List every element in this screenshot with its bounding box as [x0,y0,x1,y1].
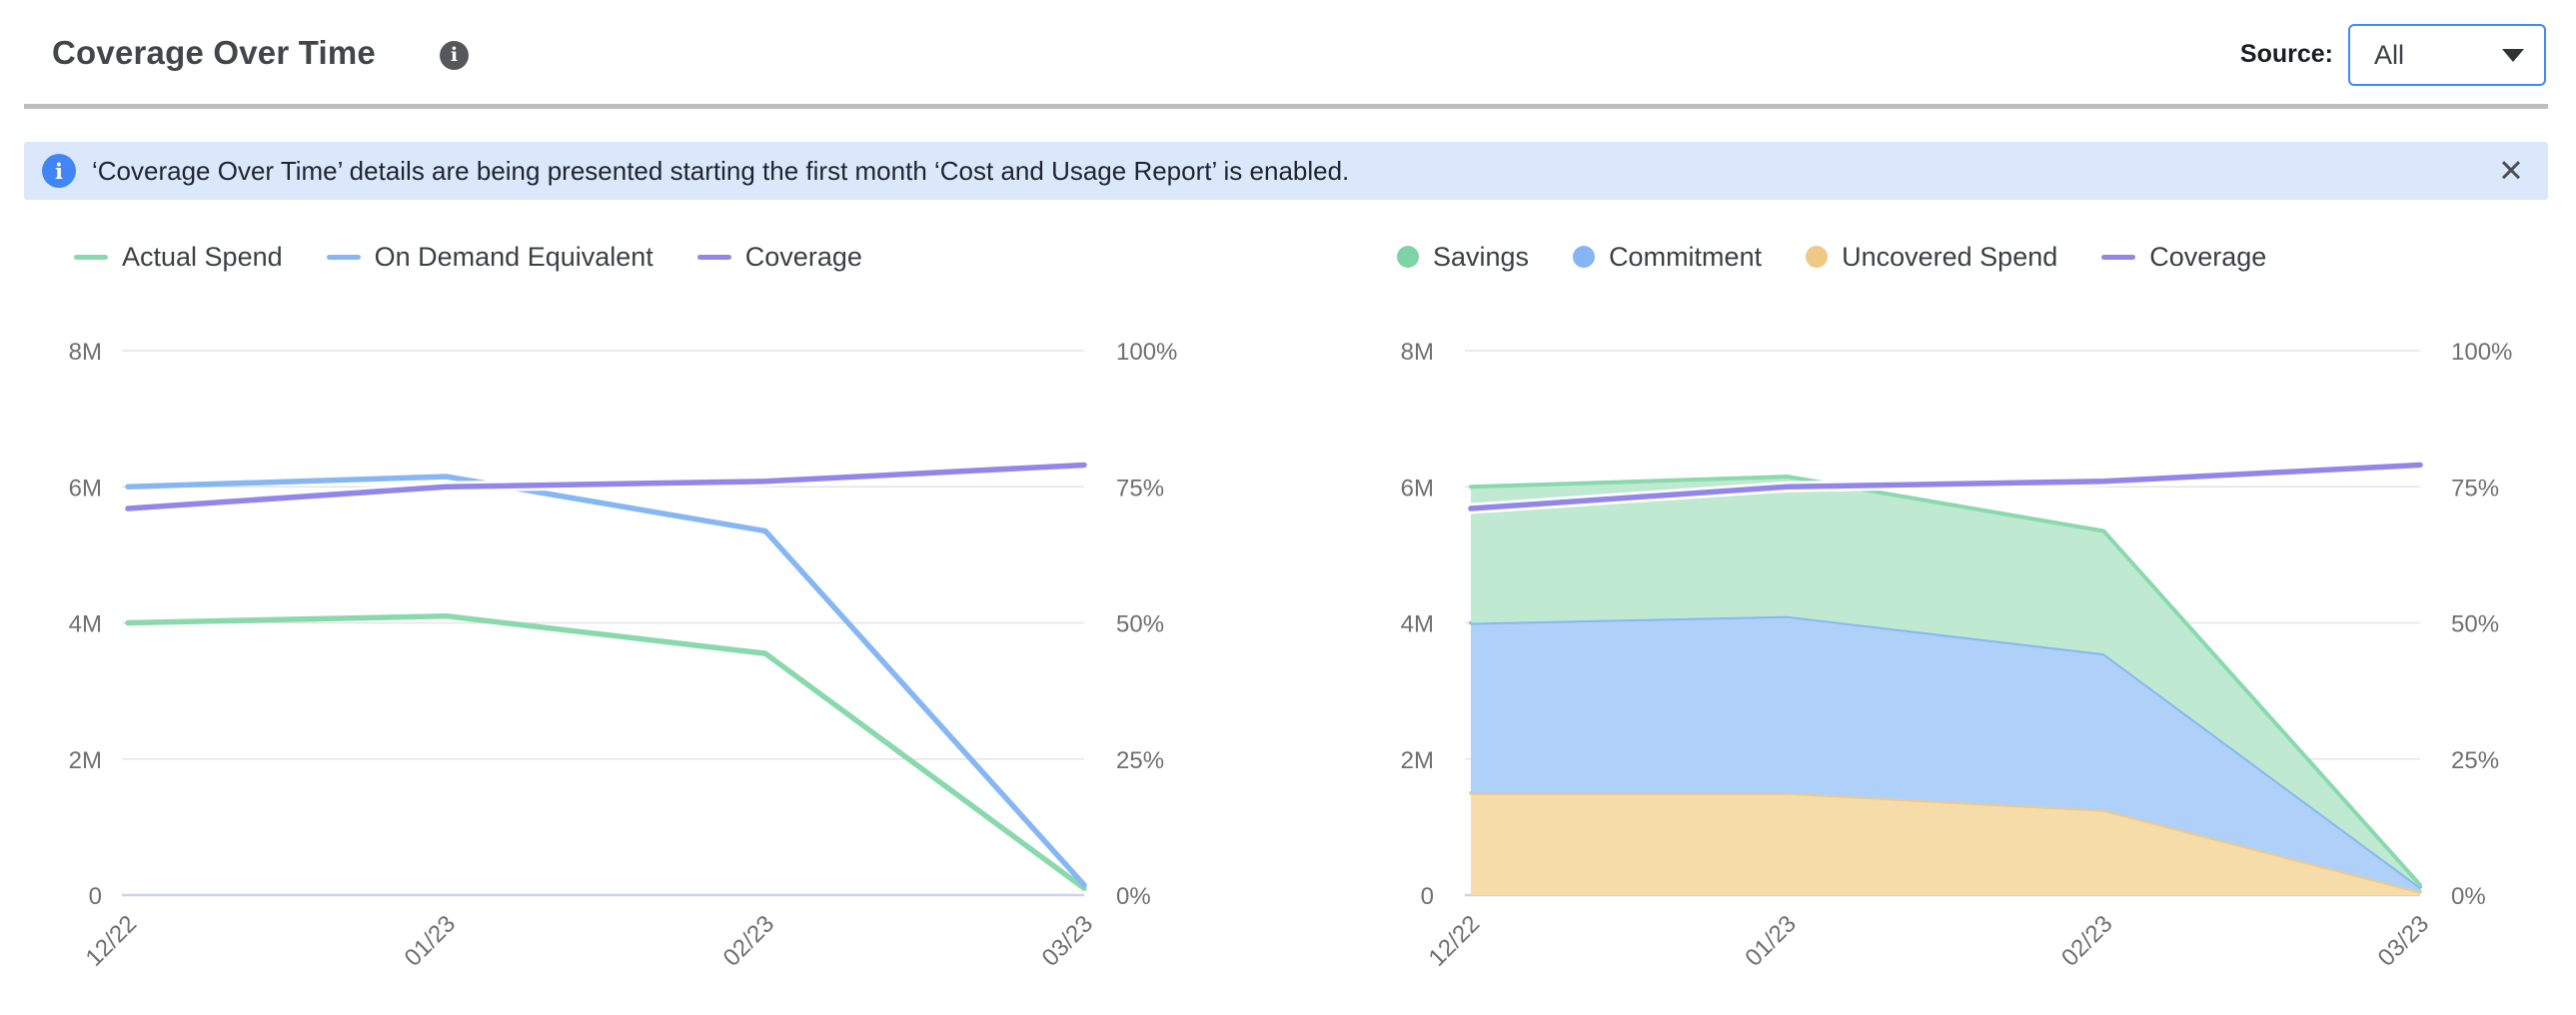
legend-swatch [1573,246,1596,268]
close-icon[interactable]: ✕ [2498,153,2524,189]
area-edge [1469,475,2422,887]
spend-breakdown-area-chart: 0 0% 2M 25% 4M 50% 6M 75% 8M 100% 12/22 01/23 02/23 0… [1401,339,2513,972]
legend-item-actual-spend[interactable]: Actual Spend [74,242,283,273]
x-axis-tick: 03/23 [1037,910,1099,972]
y-axis-right-tick: 50% [1116,611,1164,638]
series-line [125,612,1087,891]
legend-label: Commitment [1609,241,1763,272]
y-axis-left-tick: 4M [1401,611,1434,638]
info-icon: i [42,154,76,188]
y-axis-left-tick: 0 [1421,883,1434,910]
x-axis-tick: 01/23 [400,910,462,972]
y-axis-left-tick: 8M [69,339,102,366]
y-axis-right-tick: 0% [1116,883,1151,910]
series-line [125,474,1087,888]
banner-message: ‘Coverage Over Time’ details are being p… [92,155,1350,186]
spend-lines-chart: 0 0% 2M 25% 4M 50% 6M 75% 8M 100% 12/22 01/23 02/23 0… [69,339,1178,972]
legend-swatch [326,254,361,260]
y-axis-right-tick: 75% [2451,475,2499,502]
page-title: Coverage Over Time [52,34,376,71]
y-axis-left-tick: 8M [1401,339,1434,366]
legend-swatch [74,254,108,260]
x-axis-tick: 02/23 [2056,910,2118,972]
y-axis-left-tick: 6M [1401,475,1434,502]
chevron-down-icon [2502,49,2524,62]
source-dropdown[interactable]: All [2348,24,2546,86]
legend-swatch [1397,246,1419,268]
legend-swatch [2101,254,2136,260]
legend-swatch [696,254,731,260]
x-axis-tick: 01/23 [1740,910,1802,972]
y-axis-right-tick: 50% [2451,611,2499,638]
legend-item-commitment[interactable]: Commitment [1573,242,1762,273]
legend-item-savings[interactable]: Savings [1397,242,1529,273]
left-chart-legend: Actual Spend On Demand Equivalent Covera… [74,240,862,274]
series-line [125,462,1087,511]
y-axis-right-tick: 100% [2451,339,2512,366]
legend-item-uncovered-spend[interactable]: Uncovered Spend [1806,242,2057,273]
legend-item-coverage[interactable]: Coverage [696,241,862,273]
legend-item-on-demand-equivalent[interactable]: On Demand Equivalent [326,241,653,273]
y-axis-left-tick: 0 [89,883,102,910]
y-axis-right-tick: 25% [1116,747,1164,774]
y-axis-left-tick: 4M [69,611,102,638]
y-axis-left-tick: 2M [69,747,102,774]
legend-label: Savings [1433,241,1530,272]
y-axis-right-tick: 100% [1116,339,1177,366]
series-line [1468,462,2423,511]
x-axis-tick: 12/22 [1424,910,1486,972]
legend-label: Coverage [744,241,862,272]
legend-label: Coverage [2149,241,2267,272]
legend-label: Uncovered Spend [1842,241,2058,272]
y-axis-left-tick: 2M [1401,747,1434,774]
right-chart-legend: Savings Commitment Uncovered Spend Cover… [1397,240,2266,274]
x-axis-tick: 03/23 [2373,910,2435,972]
area-layer [1471,615,2420,892]
source-dropdown-value: All [2374,39,2405,70]
x-axis-tick: 02/23 [718,910,780,972]
y-axis-right-tick: 25% [2451,747,2499,774]
source-label: Source: [2239,40,2333,68]
y-axis-right-tick: 0% [2451,883,2486,910]
y-axis-right-tick: 75% [1116,475,1164,502]
area-layer [1471,477,2420,887]
legend-label: On Demand Equivalent [374,241,653,272]
area-layer [1471,792,2420,895]
legend-swatch [1806,246,1829,268]
y-axis-left-tick: 6M [69,475,102,502]
header-divider [24,104,2548,109]
legend-label: Actual Spend [122,241,283,272]
x-axis-tick: 12/22 [81,910,143,972]
legend-item-coverage[interactable]: Coverage [2101,242,2266,273]
info-banner: i ‘Coverage Over Time’ details are being… [24,142,2548,200]
info-icon[interactable]: i [440,41,469,70]
